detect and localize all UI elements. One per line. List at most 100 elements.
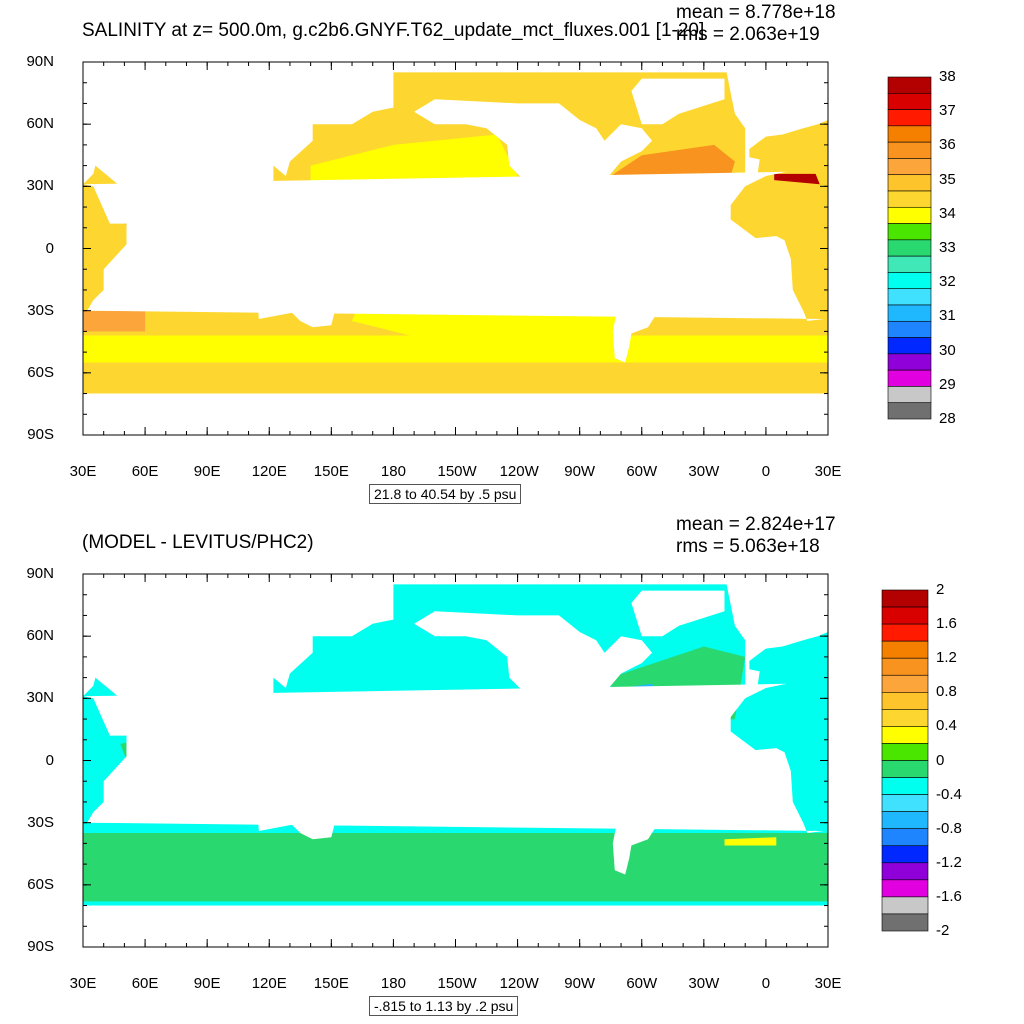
colorbar-label: 29 xyxy=(939,375,956,393)
colorbar-swatch xyxy=(881,760,929,778)
colorbar-swatch xyxy=(881,896,929,915)
contour-caption: 21.8 to 40.54 by .5 psu xyxy=(369,484,522,504)
x-tick-label: 150W xyxy=(437,463,477,480)
y-tick-label: 90N xyxy=(26,565,54,582)
x-tick-label: 90E xyxy=(193,975,221,992)
land-mask xyxy=(414,611,653,744)
y-tick-label: 90S xyxy=(27,426,54,443)
colorbar-label: -0.8 xyxy=(936,819,962,837)
land-mask xyxy=(598,735,694,875)
colorbar-label: 1.2 xyxy=(936,649,957,667)
x-tick-label: 30W xyxy=(688,463,720,480)
south-atlantic-anomaly xyxy=(724,837,777,846)
x-tick-label: 180 xyxy=(380,975,406,992)
colorbar-label: -0.4 xyxy=(936,785,962,803)
mean-stat: mean = 2.824e+17 xyxy=(676,514,836,535)
map-field xyxy=(83,62,828,435)
x-tick-label: 120W xyxy=(499,975,539,992)
salinity-map xyxy=(82,61,932,436)
land-mask xyxy=(724,574,828,686)
colorbar-label: 37 xyxy=(939,102,956,120)
colorbar-label: 28 xyxy=(939,410,956,427)
colorbar-swatch xyxy=(881,862,929,881)
x-tick-label: 90W xyxy=(564,975,596,992)
colorbar-swatch xyxy=(881,743,929,761)
colorbar-swatch xyxy=(881,794,929,812)
colorbar-swatch xyxy=(881,589,929,608)
colorbar-label: 33 xyxy=(939,239,956,256)
southern-ocean-band xyxy=(83,335,828,363)
y-tick-label: 30S xyxy=(27,813,54,831)
colorbar-label: 2 xyxy=(936,581,945,598)
x-tick-label: 30E xyxy=(814,975,842,992)
land-mask xyxy=(83,574,394,759)
colorbar-label: 35 xyxy=(939,170,956,188)
salinity-panel: SALINITY at z= 500.0m, g.c2b6.GNYF.T62_u… xyxy=(26,2,956,504)
x-tick-label: 180 xyxy=(380,463,406,480)
colorbar-label: 38 xyxy=(939,68,956,85)
colorbar-label: 36 xyxy=(939,136,956,154)
x-tick-label: 30E xyxy=(69,975,97,992)
colorbar-swatch xyxy=(881,845,929,864)
mean-stat: mean = 8.778e+18 xyxy=(676,2,836,23)
x-tick-label: 120E xyxy=(251,975,287,992)
land-mask xyxy=(256,271,338,328)
colorbar-swatch xyxy=(881,879,929,898)
colorbar-swatch xyxy=(881,623,929,642)
land-mask xyxy=(598,223,694,363)
colorbar-swatch xyxy=(881,606,929,625)
colorbar-swatch xyxy=(881,691,929,710)
x-tick-label: 30W xyxy=(688,975,720,992)
y-tick-label: 90S xyxy=(27,938,54,955)
land-mask xyxy=(83,62,394,247)
x-tick-label: 150E xyxy=(313,975,349,992)
colorbar-swatch xyxy=(881,709,929,727)
land-mask xyxy=(631,78,725,125)
panel-title: (MODEL - LEVITUS/PHC2) xyxy=(82,532,314,553)
colorbar-swatch xyxy=(881,640,929,659)
x-tick-label: 90E xyxy=(193,463,221,480)
y-tick-label: 30S xyxy=(27,301,54,319)
x-tick-label: 30E xyxy=(69,463,97,480)
x-tick-label: 90W xyxy=(564,463,596,480)
contour-caption: -.815 to 1.13 by .2 psu xyxy=(369,996,519,1016)
colorbar-swatch xyxy=(881,811,929,830)
southern-ocean-band xyxy=(83,833,828,902)
y-tick-label: 30N xyxy=(26,689,54,707)
colorbar-swatch xyxy=(881,657,929,676)
land-mask xyxy=(112,273,125,301)
colorbar-label: -1.6 xyxy=(936,887,962,905)
x-tick-label: 60W xyxy=(626,463,658,480)
colorbar-label: -2 xyxy=(936,922,950,939)
colorbar-label: 0.4 xyxy=(936,717,957,735)
land-mask xyxy=(83,905,828,947)
colorbar-label: 30 xyxy=(939,341,956,359)
y-tick-label: 0 xyxy=(45,751,54,769)
rms-stat: rms = 2.063e+19 xyxy=(676,24,820,45)
y-tick-label: 60N xyxy=(26,627,54,645)
colorbar-swatch xyxy=(887,402,932,420)
colorbar-swatch xyxy=(881,726,929,744)
colorbar-label: 32 xyxy=(939,273,956,291)
land-mask xyxy=(414,99,653,232)
colorbar-label: -1.2 xyxy=(936,853,962,871)
x-tick-label: 120W xyxy=(499,463,539,480)
land-mask xyxy=(724,62,828,174)
rms-stat: rms = 5.063e+18 xyxy=(676,536,820,557)
x-tick-label: 120E xyxy=(251,463,287,480)
map-field xyxy=(83,574,828,947)
land-mask xyxy=(112,785,125,813)
colorbar-label: 0.8 xyxy=(936,683,957,701)
colorbar-swatch xyxy=(881,913,929,932)
colorbar-swatch xyxy=(881,828,929,847)
y-tick-label: 60N xyxy=(26,115,54,133)
y-tick-label: 0 xyxy=(45,239,54,257)
y-tick-label: 60S xyxy=(27,363,54,381)
colorbar-label: 1.6 xyxy=(936,615,957,633)
colorbar-label: 34 xyxy=(939,204,956,222)
x-tick-label: 150E xyxy=(313,463,349,480)
x-tick-label: 30E xyxy=(814,463,842,480)
indian-south-field xyxy=(83,310,146,332)
